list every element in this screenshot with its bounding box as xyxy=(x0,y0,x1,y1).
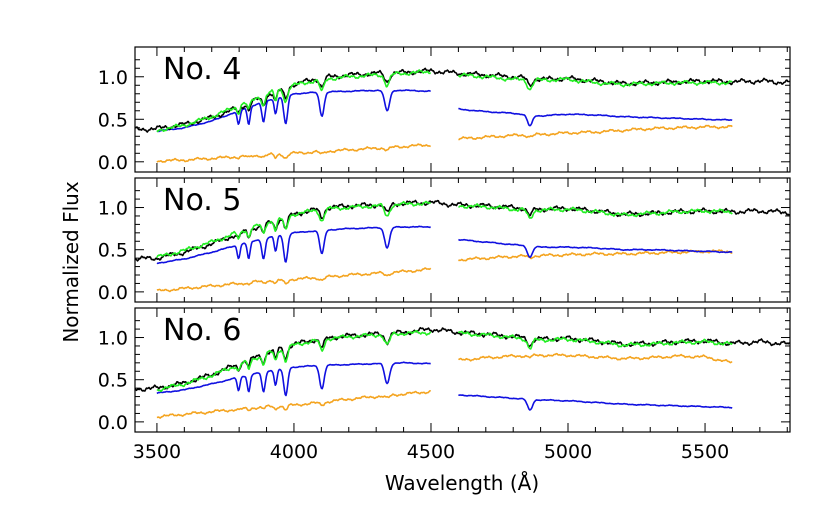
panel-2-y-tick-label: 0.5 xyxy=(98,240,128,262)
panel-2-curves xyxy=(135,199,790,293)
panel-1-y-tick-label: 0.0 xyxy=(98,152,128,174)
panel-2-blue-series-seg2 xyxy=(458,238,733,259)
panel-3-label: No. 6 xyxy=(163,313,241,348)
panel-1-orange-series-seg1 xyxy=(156,143,431,163)
panel-3-y-tick-label: 1.0 xyxy=(98,328,128,350)
panel-1-black-series-seg1 xyxy=(135,67,790,133)
panel-1-y-tick-label: 1.0 xyxy=(98,67,128,89)
panel-2-frame xyxy=(134,177,791,303)
panel-2-blue-series-seg1 xyxy=(156,225,431,265)
panel-3-green-series-seg1 xyxy=(156,329,432,393)
panel-1-orange-series-seg2 xyxy=(458,124,733,141)
x-tick-label: 4500 xyxy=(407,441,455,463)
panel-3-y-tick-label: 0.5 xyxy=(98,370,128,392)
panel-3-y-tick-label: 0.0 xyxy=(98,412,128,434)
panel-3: 0.0 0.5 1.0 No. 6 3500 4000 4500 5000 5500 xyxy=(98,307,791,463)
panel-3-orange-series-seg2 xyxy=(458,352,733,364)
panel-2-orange-series-seg2 xyxy=(457,249,733,262)
panel-1-green-series-seg1 xyxy=(156,69,432,133)
panel-1: 0.0 0.5 1.0 No. 4 xyxy=(98,46,791,174)
panel-3-frame xyxy=(134,307,791,433)
panel-1-curves xyxy=(135,67,790,163)
panel-1-label: No. 4 xyxy=(163,52,241,87)
panel-1-blue-series-seg1 xyxy=(156,89,431,133)
panel-2-orange-series-seg1 xyxy=(156,267,432,293)
panel-1-green-series-seg2 xyxy=(457,72,733,91)
x-tick-label: 5500 xyxy=(681,441,729,463)
panel-3-green-series-seg2 xyxy=(457,330,733,350)
panel-3-orange-series-seg1 xyxy=(156,390,431,419)
panels-layer: 0.0 0.5 1.0 No. 4 0.0 0.5 1.0 No. 5 0.0 0.5 1.0 No.… xyxy=(98,46,791,463)
panel-2-y-tick-label: 1.0 xyxy=(98,198,128,220)
panel-1-frame xyxy=(134,46,791,173)
panel-2-green-series-seg2 xyxy=(458,203,733,219)
panel-1-blue-series-seg2 xyxy=(458,107,733,127)
panel-2-y-tick-label: 0.0 xyxy=(98,282,128,304)
x-tick-label: 3500 xyxy=(133,441,181,463)
panel-2-label: No. 5 xyxy=(163,183,241,218)
panel-3-blue-series-seg2 xyxy=(458,394,733,411)
panel-3-curves xyxy=(135,326,790,419)
x-axis-title: Wavelength (Å) xyxy=(385,471,539,495)
panel-2: 0.0 0.5 1.0 No. 5 xyxy=(98,177,791,304)
panel-1-y-tick-label: 0.5 xyxy=(98,109,128,131)
panel-3-blue-series-seg1 xyxy=(156,361,431,397)
x-tick-label: 5000 xyxy=(544,441,592,463)
y-axis-title: Normalized Flux xyxy=(59,181,83,343)
x-tick-label: 4000 xyxy=(270,441,318,463)
panel-2-green-series-seg1 xyxy=(156,200,431,259)
